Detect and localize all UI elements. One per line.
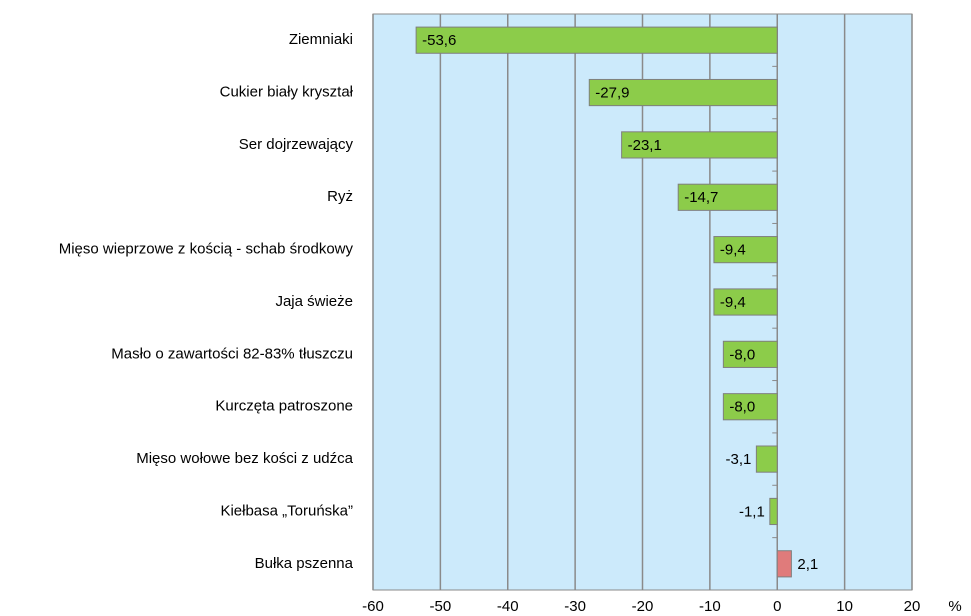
x-tick-label: -20 [632,598,654,615]
value-label: -14,7 [684,189,718,206]
x-tick-label: 0 [773,598,781,615]
bar [776,550,792,578]
x-tick-label: -10 [699,598,721,615]
x-tick-label: -60 [362,598,384,615]
category-label: Masło o zawartości 82-83% tłuszczu [111,345,353,362]
x-axis-label: % [948,598,961,615]
category-label: Bułka pszenna [255,555,354,572]
category-label: Mięso wołowe bez kości z udźca [136,450,353,467]
value-label: -3,1 [726,451,752,468]
bar [722,393,778,421]
plot-border [372,13,913,591]
category-label: Ser dojrzewający [239,136,354,153]
x-tick-label: 20 [904,598,921,615]
bar [713,288,778,316]
bar [713,236,778,264]
category-label: Jaja świeże [275,293,353,310]
category-label: Cukier biały kryształ [220,84,354,101]
category-label: Ziemniaki [289,31,353,48]
x-tick-label: -50 [430,598,452,615]
value-label: -27,9 [595,85,629,102]
category-label: Kiełbasa „Toruńska” [220,502,353,519]
value-label: -53,6 [422,32,456,49]
bar [769,497,778,526]
bar [755,445,778,473]
bar [621,131,778,159]
value-label: 2,1 [797,556,818,573]
x-tick-label: 10 [836,598,853,615]
bar [588,78,778,107]
bar [415,26,778,54]
value-label: -9,4 [720,242,746,259]
bar [677,183,778,211]
x-tick-label: -30 [564,598,586,615]
category-label: Kurczęta patroszone [215,398,353,415]
value-label: -9,4 [720,294,746,311]
category-label: Mięso wieprzowe z kością - schab środkow… [59,241,354,258]
bar [722,340,778,368]
x-tick-label: -40 [497,598,519,615]
value-label: -8,0 [729,399,755,416]
value-label: -8,0 [729,346,755,363]
value-label: -23,1 [628,137,662,154]
category-label: Ryż [327,188,353,205]
value-label: -1,1 [739,503,765,520]
